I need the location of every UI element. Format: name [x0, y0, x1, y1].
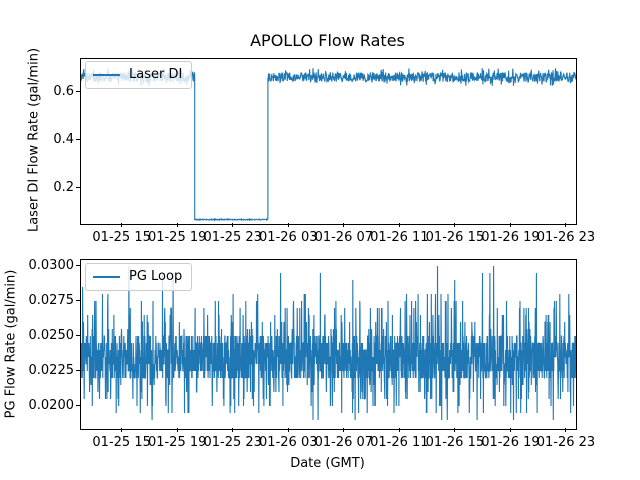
y-tick-label: 0.0225 [28, 362, 75, 378]
x-tick-label: 01-26 19 [481, 230, 540, 245]
y-tick-mark [76, 299, 80, 301]
x-tick-mark [343, 223, 345, 227]
x-axis-label: Date (GMT) [290, 456, 365, 471]
x-tick-mark [398, 223, 400, 227]
y-tick-label: 0.0300 [28, 257, 75, 273]
y-tick-label: 0.2 [53, 180, 74, 196]
x-tick-mark [565, 428, 567, 432]
legend-line-sample-icon [93, 276, 120, 278]
x-tick-mark [176, 223, 178, 227]
x-tick-label: 01-26 15 [425, 435, 485, 450]
x-tick-mark [565, 223, 567, 227]
x-tick-label: 01-25 23 [203, 435, 262, 450]
x-tick-label: 01-25 23 [203, 230, 262, 245]
legend-line-sample-icon [93, 74, 120, 76]
x-tick-mark [121, 223, 123, 227]
x-tick-label: 01-26 03 [259, 435, 318, 450]
x-tick-mark [343, 428, 345, 432]
x-tick-mark [509, 223, 511, 227]
y-tick-label: 0.0275 [28, 292, 75, 308]
x-tick-label: 01-25 15 [92, 230, 151, 245]
x-tick-mark [287, 223, 289, 227]
x-tick-label: 01-26 11 [370, 230, 429, 245]
series-line-pg-loop [81, 265, 576, 421]
x-tick-label: 01-25 19 [147, 435, 207, 450]
series-line-laser-di [81, 68, 576, 222]
x-tick-mark [454, 428, 456, 432]
y-tick-mark [76, 187, 80, 189]
legend-pg-loop: PG Loop [85, 263, 193, 291]
y-tick-mark [76, 369, 80, 371]
x-tick-label: 01-26 07 [314, 435, 374, 450]
legend-label-laser-di: Laser DI [129, 67, 183, 82]
x-tick-label: 01-26 23 [536, 230, 596, 245]
x-tick-label: 01-26 11 [370, 435, 429, 450]
y-tick-label: 0.6 [53, 84, 74, 100]
y-tick-label: 0.0250 [28, 327, 75, 343]
x-tick-mark [232, 428, 234, 432]
chart-title: APOLLO Flow Rates [250, 31, 405, 50]
y-tick-label: 0.0200 [28, 397, 75, 413]
x-tick-mark [398, 428, 400, 432]
y-tick-mark [76, 264, 80, 266]
y-tick-mark [76, 334, 80, 336]
x-tick-label: 01-26 07 [314, 230, 374, 245]
x-tick-label: 01-26 03 [259, 230, 318, 245]
x-tick-mark [509, 428, 511, 432]
y-tick-mark [76, 139, 80, 141]
y-tick-label: 0.4 [53, 132, 74, 148]
y-tick-mark [76, 91, 80, 93]
y-tick-mark [76, 404, 80, 406]
x-tick-label: 01-26 15 [425, 230, 485, 245]
x-tick-mark [176, 428, 178, 432]
x-tick-label: 01-25 19 [147, 230, 207, 245]
x-tick-label: 01-26 19 [481, 435, 540, 450]
x-tick-label: 01-26 23 [536, 435, 596, 450]
legend-laser-di: Laser DI [85, 61, 193, 89]
legend-label-pg-loop: PG Loop [129, 269, 183, 284]
x-tick-mark [232, 223, 234, 227]
x-tick-mark [454, 223, 456, 227]
pg-loop-line-series [81, 265, 576, 421]
x-tick-mark [121, 428, 123, 432]
x-tick-mark [287, 428, 289, 432]
x-tick-label: 01-25 15 [92, 435, 151, 450]
